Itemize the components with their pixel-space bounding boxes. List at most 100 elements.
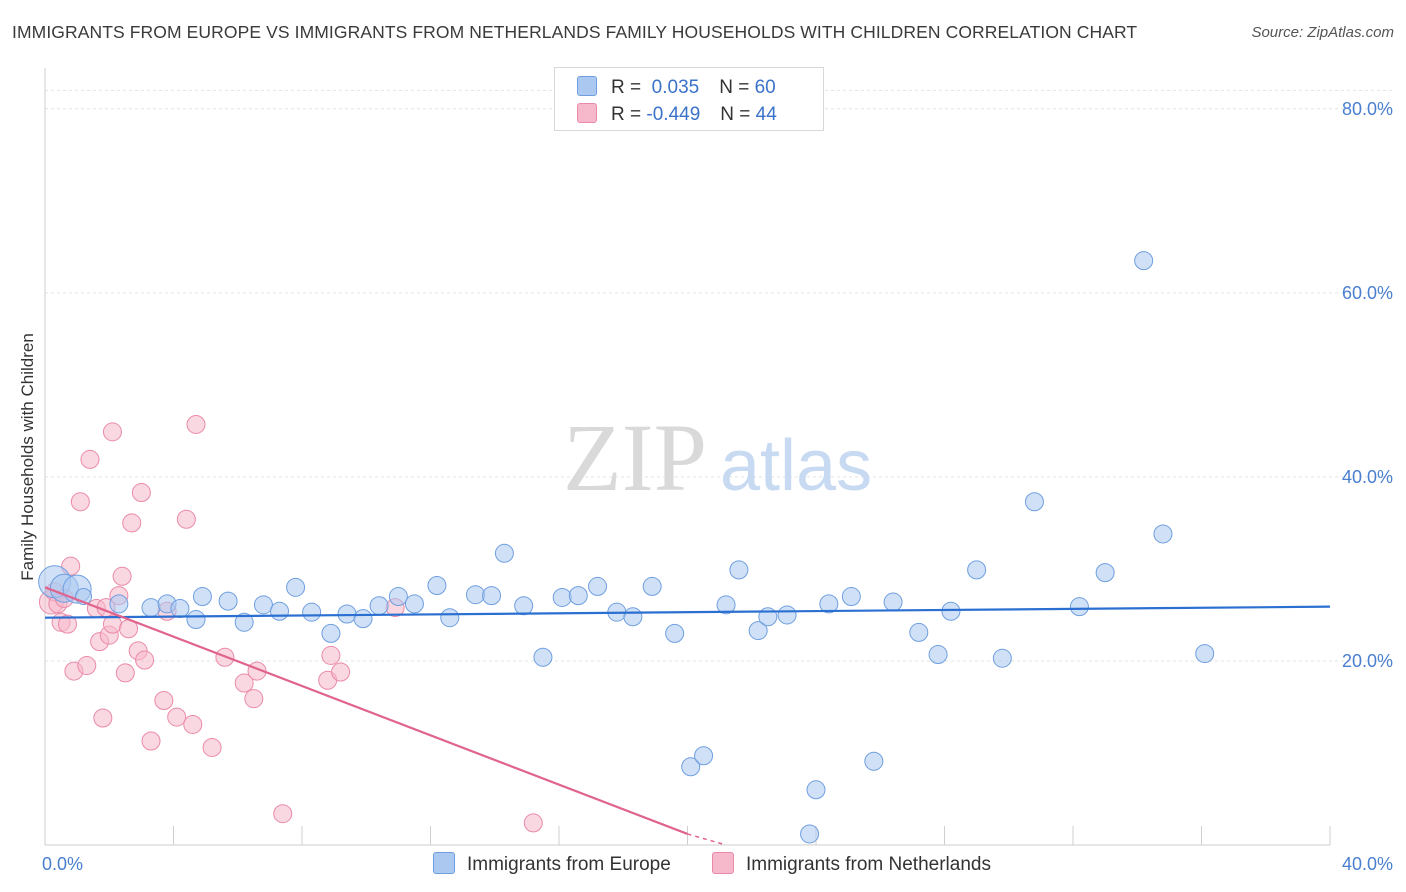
europe-point-56 <box>1095 563 1115 583</box>
europe-point-40 <box>748 621 768 641</box>
y-axis-label: Family Households with Children <box>18 333 37 581</box>
netherlands-n-value: 44 <box>755 104 777 125</box>
netherlands-trend-line <box>44 586 688 835</box>
europe-point-16 <box>321 623 341 643</box>
europe-point-31 <box>588 576 608 596</box>
europe-point-11 <box>234 612 254 632</box>
europe-point-22 <box>427 575 447 595</box>
bottom-legend-europe: Immigrants from Europe <box>433 852 671 876</box>
chart-title: IMMIGRANTS FROM EUROPE VS IMMIGRANTS FRO… <box>12 22 1138 42</box>
europe-point-25 <box>482 586 502 606</box>
netherlands-point-30 <box>183 714 203 734</box>
legend-row-netherlands: R = -0.449 N = 44 <box>577 103 777 125</box>
europe-point-51 <box>941 601 961 621</box>
europe-point-52 <box>967 560 987 580</box>
europe-point-29 <box>552 587 572 607</box>
europe-point-7 <box>170 598 190 618</box>
europe-point-10 <box>218 591 238 611</box>
correlation-legend: R = 0.035 N = 60 R = -0.449 N = 44 <box>554 67 824 131</box>
watermark-atlas: atlas <box>720 426 872 506</box>
y-tick-label-20: 20.0% <box>1342 651 1393 671</box>
netherlands-point-7 <box>70 492 90 512</box>
europe-point-48 <box>883 592 903 612</box>
netherlands-point-16 <box>102 422 122 442</box>
europe-point-45 <box>819 594 839 614</box>
netherlands-point-35 <box>244 689 264 709</box>
europe-point-43 <box>806 780 826 800</box>
source-label: Source: ZipAtlas.com <box>1251 24 1394 41</box>
netherlands-point-19 <box>115 663 135 683</box>
europe-point-26 <box>494 543 514 563</box>
europe-point-15 <box>302 602 322 622</box>
trend-layer <box>44 586 1331 846</box>
europe-point-37 <box>694 746 714 766</box>
netherlands-point-12 <box>93 708 113 728</box>
netherlands-trend-extension <box>687 833 727 846</box>
watermark: ZIP atlas <box>563 404 872 511</box>
netherlands-point-34 <box>234 673 254 693</box>
europe-point-13 <box>270 601 290 621</box>
europe-point-54 <box>1024 492 1044 512</box>
x-tick-label-min: 0.0% <box>42 854 83 874</box>
europe-point-59 <box>1195 644 1215 664</box>
netherlands-point-23 <box>131 483 151 503</box>
europe-point-57 <box>1134 251 1154 271</box>
netherlands-point-28 <box>167 707 187 727</box>
netherlands-point-40 <box>331 662 351 682</box>
netherlands-point-25 <box>141 731 161 751</box>
bottom-europe-label: Immigrants from Europe <box>467 854 671 875</box>
bottom-legend-netherlands: Immigrants from Netherlands <box>712 852 991 876</box>
netherlands-points <box>38 414 543 833</box>
netherlands-point-21 <box>122 513 142 533</box>
netherlands-point-32 <box>202 737 222 757</box>
europe-point-33 <box>623 607 643 627</box>
europe-point-50 <box>928 645 948 665</box>
europe-point-46 <box>841 587 861 607</box>
europe-n-label: N = <box>719 77 750 98</box>
europe-point-18 <box>353 609 373 629</box>
europe-point-4 <box>109 594 129 614</box>
netherlands-point-26 <box>154 691 174 711</box>
netherlands-point-39 <box>321 645 341 665</box>
netherlands-n-label: N = <box>720 104 751 125</box>
netherlands-point-37 <box>273 804 293 824</box>
europe-point-19 <box>369 596 389 616</box>
europe-point-44 <box>800 824 820 844</box>
europe-point-36 <box>681 757 701 777</box>
europe-trend-line <box>44 605 1331 619</box>
bottom-netherlands-label: Immigrants from Netherlands <box>746 854 991 875</box>
netherlands-swatch <box>577 103 597 123</box>
europe-point-42 <box>777 605 797 625</box>
netherlands-r-label: R = <box>611 104 642 125</box>
x-tick-label-max: 40.0% <box>1342 854 1393 874</box>
netherlands-point-42 <box>523 813 543 833</box>
y-tick-label-40: 40.0% <box>1342 467 1393 487</box>
netherlands-point-8 <box>77 656 97 676</box>
europe-point-55 <box>1069 597 1089 617</box>
europe-point-53 <box>992 648 1012 668</box>
axes-layer <box>44 68 1331 846</box>
europe-point-20 <box>388 587 408 607</box>
europe-point-39 <box>729 560 749 580</box>
europe-point-38 <box>716 595 736 615</box>
europe-point-35 <box>665 623 685 643</box>
europe-point-30 <box>568 586 588 606</box>
europe-point-8 <box>186 610 206 630</box>
europe-point-14 <box>286 577 306 597</box>
europe-point-58 <box>1153 524 1173 544</box>
europe-swatch <box>577 76 597 96</box>
europe-point-21 <box>404 594 424 614</box>
bottom-europe-swatch <box>433 852 455 874</box>
europe-r-label: R = <box>611 77 642 98</box>
y-tick-label-60: 60.0% <box>1342 283 1393 303</box>
europe-point-9 <box>192 587 212 607</box>
netherlands-point-4 <box>57 614 77 634</box>
netherlands-point-24 <box>135 650 155 670</box>
netherlands-r-value: -0.449 <box>646 104 701 125</box>
netherlands-point-18 <box>112 566 132 586</box>
netherlands-point-29 <box>176 509 196 529</box>
europe-point-23 <box>440 608 460 628</box>
netherlands-point-31 <box>186 414 206 434</box>
tick-labels: 20.0% 40.0% 60.0% 80.0% 0.0% 40.0% <box>42 99 1393 874</box>
grid-layer <box>45 89 1392 662</box>
